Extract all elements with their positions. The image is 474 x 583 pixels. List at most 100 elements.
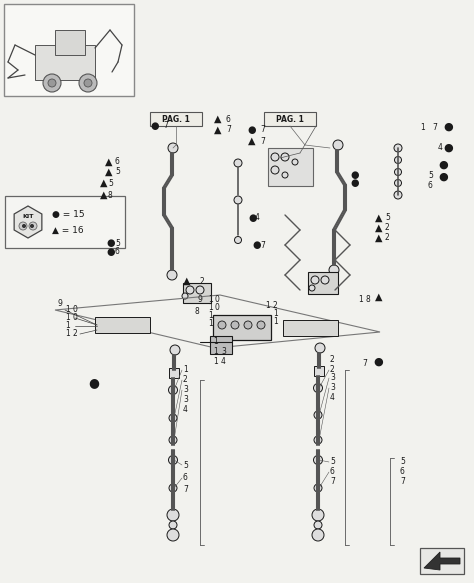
Circle shape bbox=[186, 286, 194, 294]
Text: ●: ● bbox=[443, 122, 453, 132]
Circle shape bbox=[169, 521, 177, 529]
Bar bbox=[314, 366, 324, 376]
Circle shape bbox=[314, 411, 322, 419]
Bar bbox=[95, 317, 150, 333]
Text: ●: ● bbox=[350, 170, 358, 180]
Text: 5: 5 bbox=[183, 461, 188, 469]
Text: 1: 1 bbox=[420, 122, 425, 132]
Circle shape bbox=[311, 276, 319, 284]
Circle shape bbox=[79, 74, 97, 92]
Bar bbox=[420, 548, 464, 574]
Text: 1: 1 bbox=[208, 294, 213, 304]
Text: 1: 1 bbox=[183, 366, 188, 374]
Text: ●: ● bbox=[373, 357, 383, 367]
Text: 1: 1 bbox=[213, 347, 218, 356]
Text: PAG. 1: PAG. 1 bbox=[276, 114, 304, 124]
Text: 1: 1 bbox=[208, 303, 213, 311]
Text: ●: ● bbox=[106, 247, 115, 257]
Text: 1: 1 bbox=[213, 338, 218, 346]
Text: 4: 4 bbox=[221, 357, 226, 367]
Circle shape bbox=[30, 224, 34, 227]
Text: 4: 4 bbox=[330, 394, 335, 402]
Text: ▲: ▲ bbox=[105, 167, 112, 177]
Text: 5: 5 bbox=[108, 178, 113, 188]
Circle shape bbox=[218, 321, 226, 329]
Text: 2: 2 bbox=[330, 356, 335, 364]
Circle shape bbox=[394, 156, 401, 163]
Text: 0: 0 bbox=[73, 314, 78, 322]
Circle shape bbox=[310, 324, 319, 332]
Circle shape bbox=[169, 436, 177, 444]
Text: ●: ● bbox=[248, 125, 256, 135]
Text: 6: 6 bbox=[115, 248, 120, 257]
Text: 3: 3 bbox=[221, 347, 226, 356]
Circle shape bbox=[168, 385, 177, 395]
Bar bbox=[150, 112, 202, 126]
Circle shape bbox=[394, 168, 401, 175]
Bar bbox=[183, 283, 211, 303]
Text: ● = 15: ● = 15 bbox=[52, 210, 85, 220]
Text: ▲: ▲ bbox=[375, 292, 383, 302]
Text: ●: ● bbox=[248, 213, 256, 223]
Text: 1: 1 bbox=[65, 321, 70, 331]
Text: 6: 6 bbox=[115, 157, 120, 167]
Text: ●: ● bbox=[438, 160, 448, 170]
Circle shape bbox=[292, 159, 298, 165]
Circle shape bbox=[130, 321, 139, 329]
Text: 2: 2 bbox=[330, 366, 335, 374]
Bar bbox=[169, 368, 179, 378]
Text: 9: 9 bbox=[198, 294, 203, 304]
Text: 1: 1 bbox=[65, 305, 70, 314]
Text: 5: 5 bbox=[385, 213, 390, 223]
Circle shape bbox=[285, 324, 294, 332]
Circle shape bbox=[271, 153, 279, 161]
Text: 3: 3 bbox=[330, 384, 335, 392]
Polygon shape bbox=[424, 552, 460, 570]
Circle shape bbox=[235, 237, 241, 244]
Text: 5: 5 bbox=[330, 458, 335, 466]
Circle shape bbox=[312, 509, 324, 521]
Circle shape bbox=[314, 521, 322, 529]
Text: 1: 1 bbox=[265, 300, 270, 310]
Circle shape bbox=[314, 436, 322, 444]
Text: 1: 1 bbox=[273, 308, 278, 318]
Text: ▲: ▲ bbox=[375, 233, 383, 243]
Text: 1: 1 bbox=[358, 296, 363, 304]
Circle shape bbox=[333, 140, 343, 150]
Text: 7: 7 bbox=[260, 241, 265, 250]
Circle shape bbox=[315, 343, 325, 353]
Text: 4: 4 bbox=[183, 406, 188, 415]
Text: ●: ● bbox=[252, 240, 261, 250]
Bar bbox=[264, 112, 316, 126]
Circle shape bbox=[298, 324, 307, 332]
Text: 7: 7 bbox=[260, 125, 265, 135]
Text: 6: 6 bbox=[400, 468, 405, 476]
Circle shape bbox=[282, 172, 288, 178]
Circle shape bbox=[119, 321, 128, 329]
Circle shape bbox=[170, 345, 180, 355]
Circle shape bbox=[169, 484, 177, 492]
Circle shape bbox=[313, 455, 322, 465]
Text: 7: 7 bbox=[330, 477, 335, 486]
Circle shape bbox=[231, 321, 239, 329]
Text: 8: 8 bbox=[366, 296, 371, 304]
Bar bbox=[268, 148, 313, 186]
Text: 1: 1 bbox=[208, 311, 213, 319]
Text: 5: 5 bbox=[400, 458, 405, 466]
Circle shape bbox=[244, 321, 252, 329]
Circle shape bbox=[84, 79, 92, 87]
Circle shape bbox=[168, 143, 178, 153]
Text: ●: ● bbox=[106, 238, 115, 248]
Circle shape bbox=[394, 191, 402, 199]
Circle shape bbox=[309, 285, 315, 291]
Text: 3: 3 bbox=[183, 385, 188, 395]
Text: 2: 2 bbox=[200, 276, 205, 286]
Text: 7: 7 bbox=[183, 486, 188, 494]
Text: 7: 7 bbox=[362, 359, 367, 367]
Text: 0: 0 bbox=[215, 303, 220, 311]
Text: 6: 6 bbox=[330, 468, 335, 476]
Circle shape bbox=[167, 270, 177, 280]
Circle shape bbox=[98, 321, 107, 329]
Circle shape bbox=[48, 79, 56, 87]
Circle shape bbox=[314, 484, 322, 492]
